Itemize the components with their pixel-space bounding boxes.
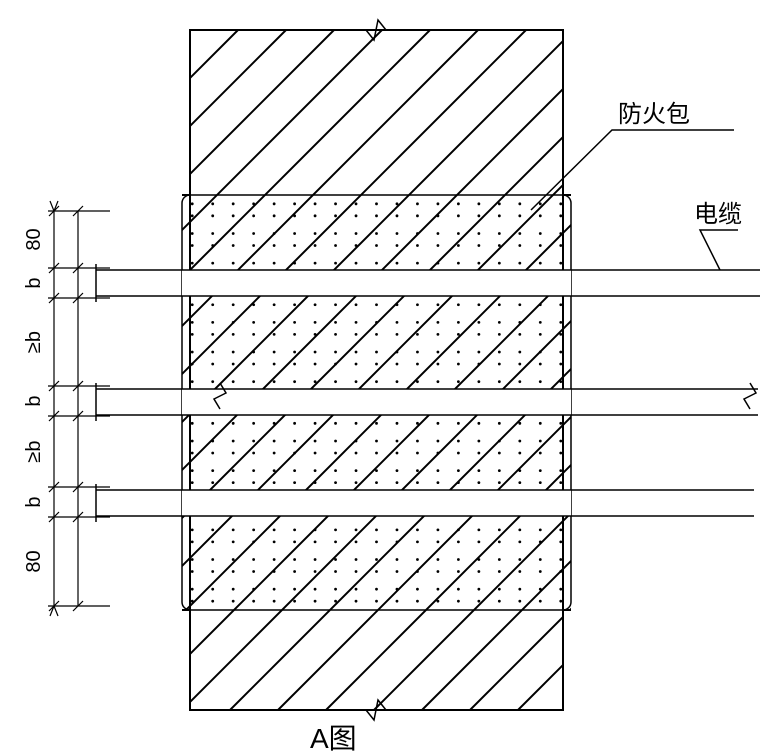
dim-label-1: b [23,277,45,288]
label-cable: 电缆 [694,201,742,228]
dim-label-4: ≥b [23,440,45,462]
wall-hatch [0,30,760,710]
dim-label-6: 80 [23,550,45,572]
dim-label-0: 80 [23,228,45,250]
dim-label-2: ≥b [23,331,45,353]
figure-caption: A图 [310,723,357,754]
dim-label-3: b [23,395,45,406]
dim-label-5: b [23,496,45,507]
label-firestop: 防火包 [618,101,690,128]
